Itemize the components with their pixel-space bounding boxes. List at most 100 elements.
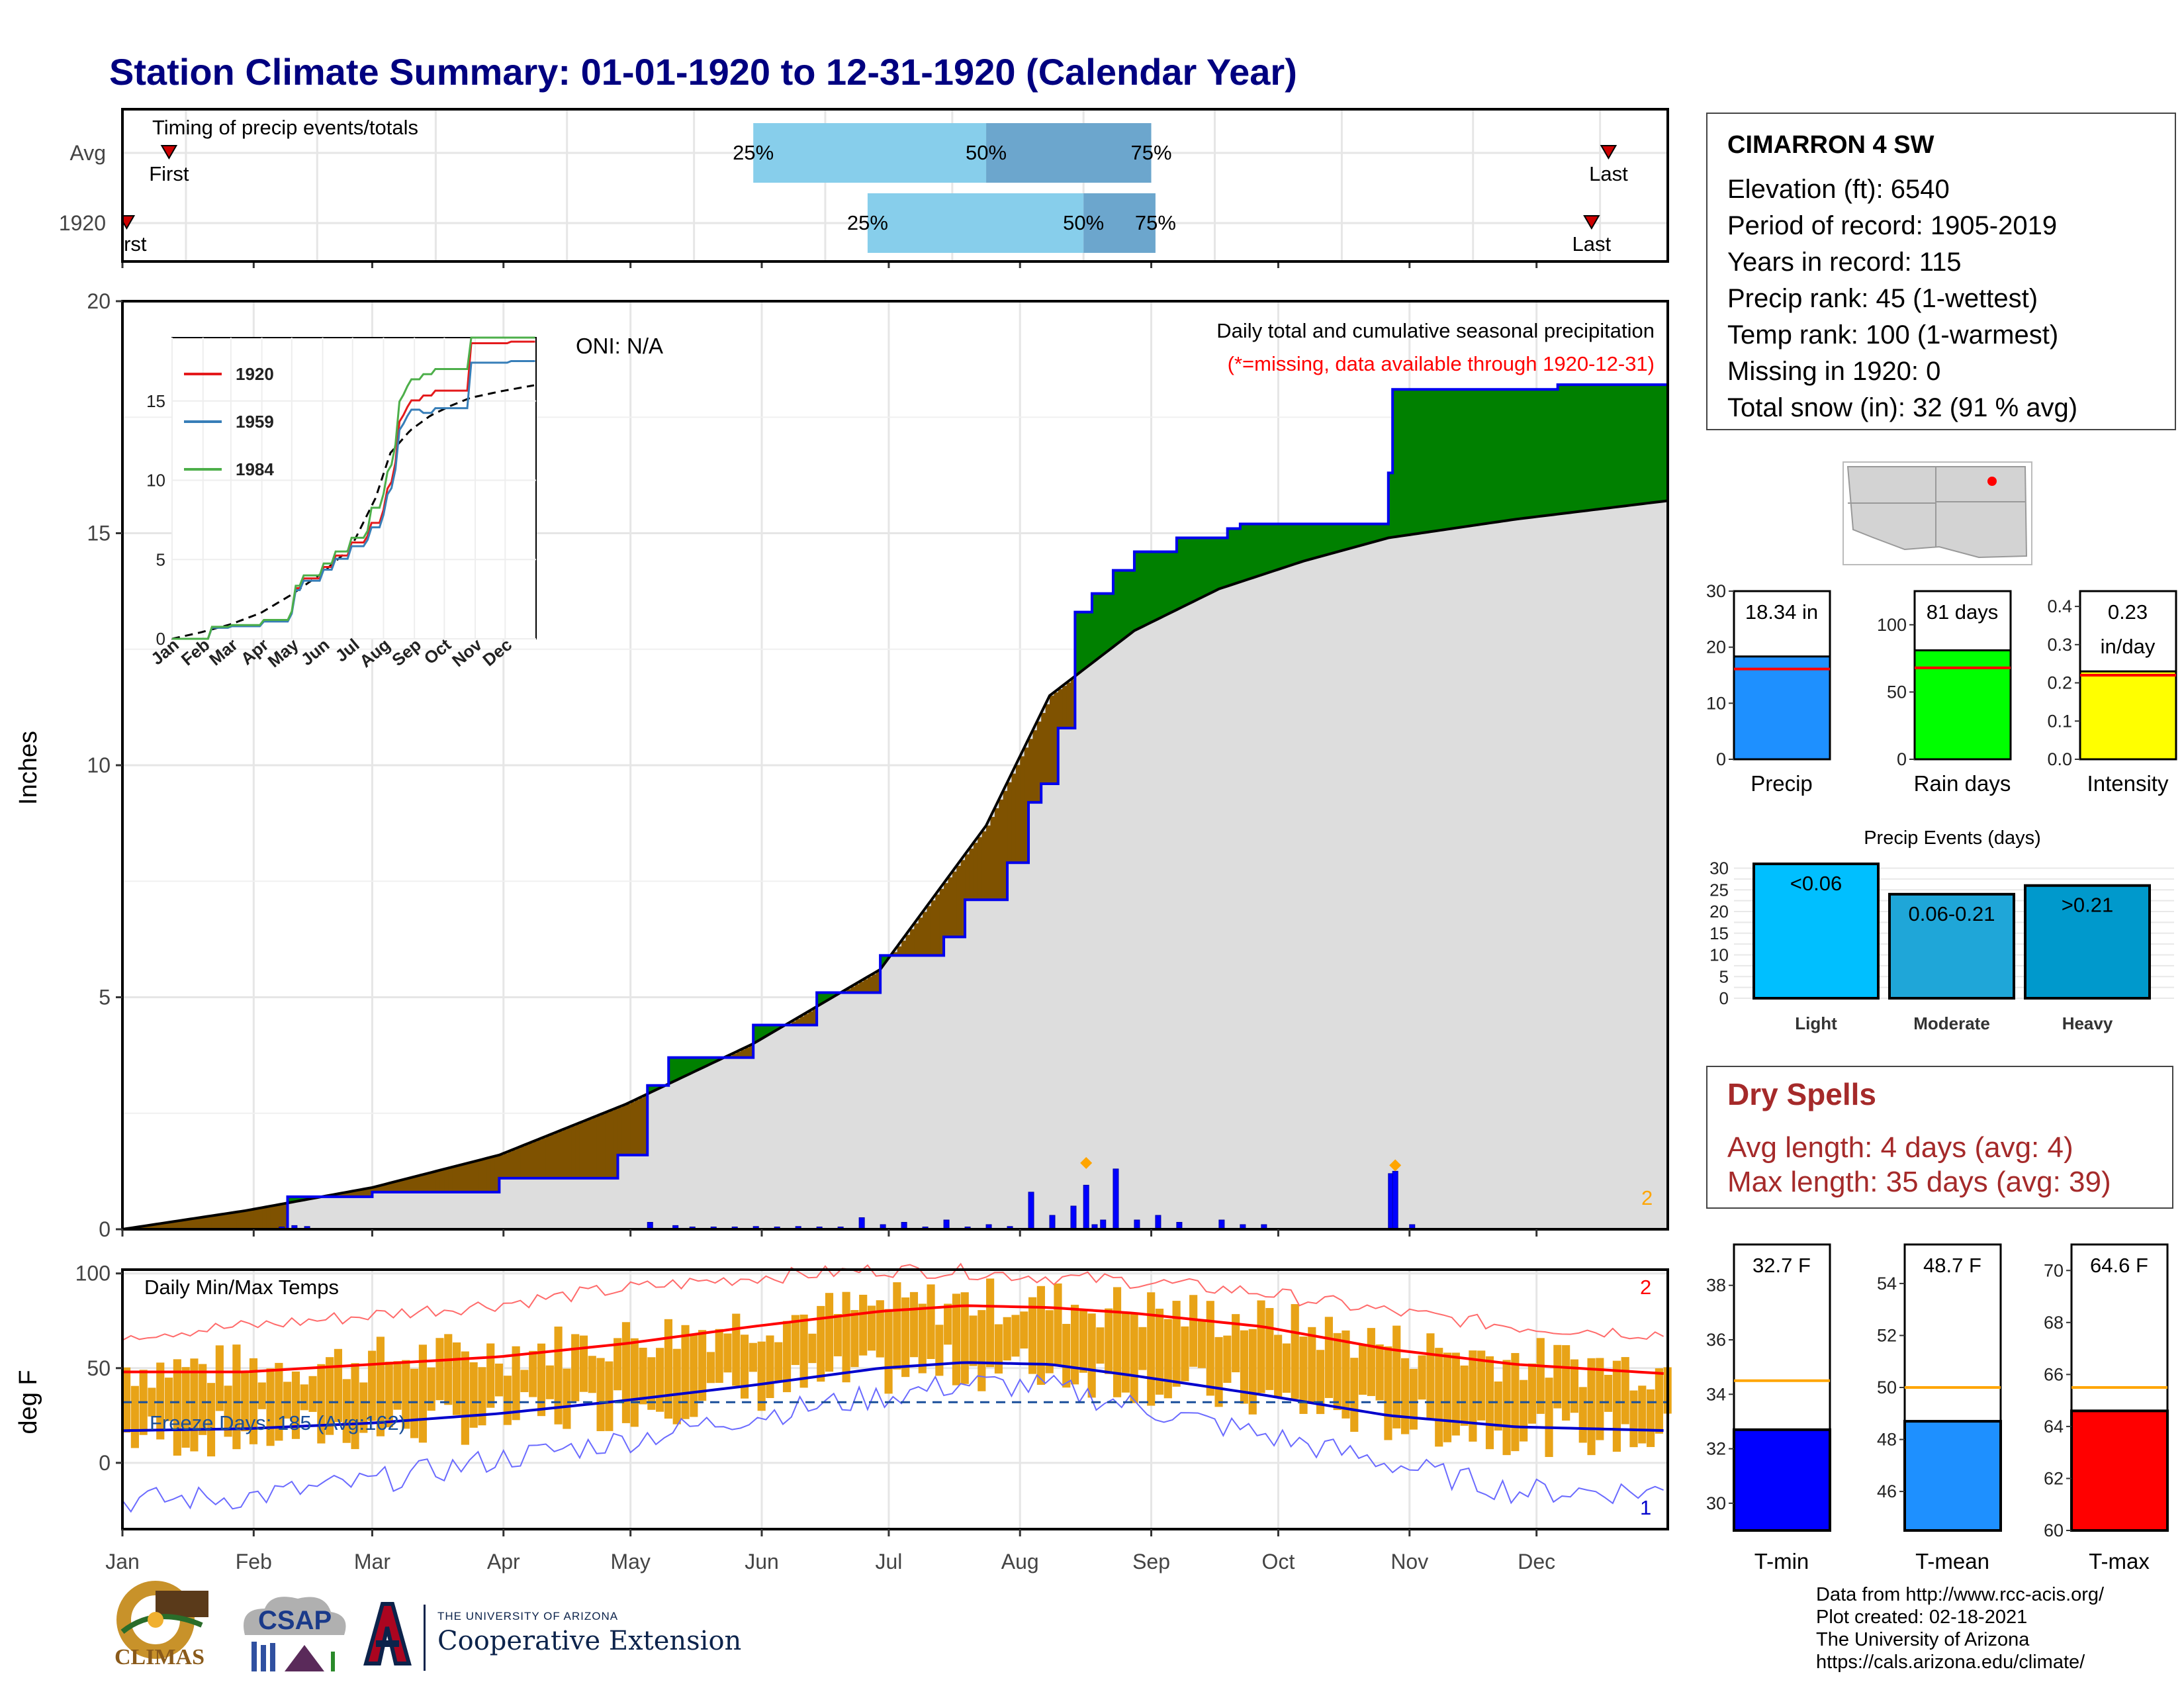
precip-departure-sliver: [1600, 385, 1605, 509]
precip-departure-sliver: [685, 1057, 690, 1076]
precip-deficit-sliver: [927, 906, 932, 956]
precip-departure-sliver: [1621, 385, 1626, 506]
precip-departure-sliver: [1206, 538, 1211, 596]
daily-temp-bar: [1096, 1327, 1105, 1364]
precip-departure-sliver: [1312, 524, 1317, 559]
precip-departure-sliver: [1451, 389, 1457, 529]
precip-departure-sliver: [1604, 385, 1610, 509]
precip-departure-sliver: [1490, 389, 1495, 524]
precip-deficit-sliver: [249, 1209, 254, 1229]
intensity-label: Intensity: [2087, 771, 2169, 796]
precip-departure-sliver: [1418, 389, 1423, 534]
daily-temp-bar: [122, 1367, 131, 1433]
precip-deficit-sliver: [503, 1153, 508, 1178]
daily-temp-bar: [1435, 1348, 1443, 1447]
precip-departure-sliver: [1291, 524, 1296, 565]
timing-bar-lower: [753, 123, 987, 183]
precip-deficit-sliver: [1036, 722, 1042, 803]
precip-deficit-sliver: [990, 817, 995, 900]
tmin-value-label: 32.7 F: [1752, 1254, 1811, 1277]
credits: Data from http://www.rcc-acis.org/ Plot …: [1816, 1583, 2104, 1673]
daily-temp-bar: [969, 1315, 978, 1366]
precip-deficit-sliver: [452, 1166, 457, 1192]
daily-temp-bar: [1409, 1368, 1418, 1430]
precip-deficit-sliver: [169, 1222, 174, 1229]
precip-departure-sliver: [1460, 389, 1465, 528]
precip-deficit-sliver: [914, 923, 919, 956]
inset-legend-label: 1920: [236, 364, 274, 384]
precip-departure-sliver: [1126, 570, 1131, 637]
precip-deficit-sliver: [1058, 689, 1063, 728]
precip-departure-sliver: [1168, 551, 1173, 614]
events-y-tick-label: 20: [1709, 902, 1729, 921]
precip-deficit-sliver: [749, 1045, 754, 1058]
daily-temp-bar: [317, 1364, 326, 1444]
precip-departure-sliver: [287, 1196, 293, 1203]
tmax-y-tick-label: 66: [2044, 1364, 2064, 1384]
daily-temp-bar: [757, 1341, 766, 1411]
precip-y-tick-label: 20: [87, 289, 111, 313]
precip-departure-sliver: [1324, 524, 1330, 555]
daily-temp-bar: [1545, 1378, 1553, 1458]
precip-departure-sliver: [1257, 524, 1262, 577]
precip-departure-sliver: [1189, 538, 1195, 604]
daily-temp-bar: [173, 1359, 181, 1456]
precip-deficit-sliver: [1024, 747, 1029, 863]
precip-deficit-sliver: [588, 1119, 593, 1178]
precip-deficit-sliver: [558, 1131, 563, 1178]
precip-deficit-sliver: [490, 1157, 496, 1192]
precip-departure-sliver: [1578, 385, 1584, 512]
daily-temp-bar: [545, 1365, 554, 1399]
daily-temp-bar: [1418, 1355, 1426, 1400]
daily-temp-bar: [698, 1330, 707, 1401]
daily-precip-bar: [1218, 1219, 1225, 1230]
daily-precip-bar: [943, 1219, 950, 1230]
precip-departure-sliver: [1265, 524, 1271, 574]
daily-temp-bar: [452, 1342, 461, 1415]
precip-deficit-sliver: [617, 1107, 623, 1155]
precip-departure-sliver: [1253, 524, 1258, 578]
precip-value-label: 18.34 in: [1745, 600, 1818, 624]
daily-temp-bar: [1494, 1381, 1502, 1431]
daily-temp-bar: [1553, 1344, 1562, 1409]
precip-departure-sliver: [677, 1057, 682, 1080]
tmax-bar: [2070, 1409, 2169, 1532]
precip-departure-sliver: [1172, 551, 1177, 612]
precip-deficit-sliver: [965, 854, 970, 900]
precip-departure-sliver: [1485, 389, 1490, 524]
precip-deficit-sliver: [994, 808, 999, 900]
daily-temp-bar: [1342, 1330, 1350, 1419]
tmax-y-tick-label: 60: [2044, 1521, 2064, 1540]
precip-deficit-sliver: [494, 1156, 500, 1192]
daily-precip-bar: [1049, 1215, 1056, 1230]
daily-temp-bar: [326, 1357, 334, 1435]
station-period: Period of record: 1905-2019: [1727, 211, 2058, 240]
daily-temp-bar: [672, 1348, 681, 1425]
precip-departure-sliver: [1354, 524, 1359, 547]
precip-deficit-sliver: [194, 1218, 199, 1229]
daily-temp-bar: [1011, 1315, 1020, 1357]
temp-panel: 0 50 100 Daily Min/Max Temps Freeze Days: …: [15, 1262, 1672, 1573]
tmean-y-tick-label: 50: [1877, 1378, 1897, 1397]
precip-event-bar: [1888, 892, 2015, 1000]
precip-departure-sliver: [1338, 524, 1343, 552]
daily-temp-bar: [1045, 1310, 1054, 1374]
precip-departure-sliver: [1303, 524, 1308, 561]
precip-departure-sliver: [1181, 538, 1186, 608]
daily-temp-bar: [1443, 1352, 1452, 1442]
tmean-y-tick-label: 52: [1877, 1325, 1897, 1345]
precip-departure-sliver: [1147, 551, 1152, 625]
climas-logo: CLIMAS: [109, 1579, 215, 1677]
daily-temp-bar: [782, 1321, 792, 1393]
precip-departure-sliver: [774, 1025, 780, 1031]
precip-departure-sliver: [829, 992, 835, 1000]
daily-temp-bar: [639, 1347, 647, 1405]
daily-temp-bar: [1181, 1326, 1189, 1382]
precip-departure-sliver: [761, 1025, 766, 1039]
precip-label: Precip: [1751, 771, 1813, 796]
daily-temp-bar: [1121, 1312, 1130, 1393]
daily-temp-bar: [1113, 1287, 1122, 1397]
precip-deficit-sliver: [402, 1180, 407, 1192]
daily-temp-bar: [978, 1310, 986, 1391]
precip-deficit-sliver: [152, 1225, 157, 1229]
